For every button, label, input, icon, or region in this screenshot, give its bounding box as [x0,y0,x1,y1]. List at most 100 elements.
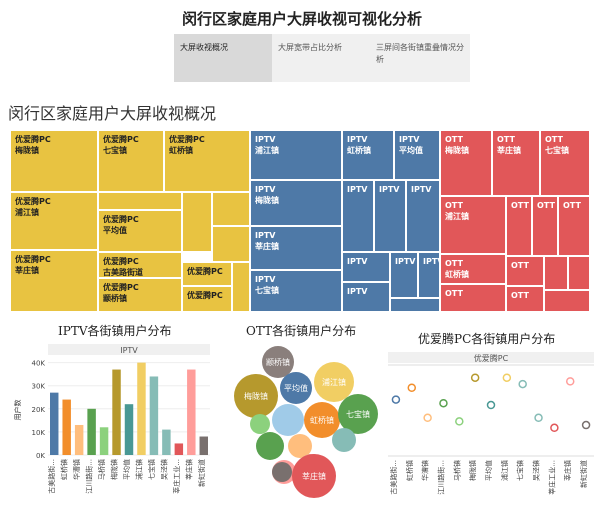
ott-bubble-chart: 颛桥镇 梅陇镇 平均值 浦江镇 虹桥镇 七宝镇 莘庄镇 [234,346,378,498]
treemap-cell[interactable]: OTT [558,196,590,256]
treemap-cell[interactable]: OTT 浦江镇 [440,196,506,254]
scatter-point[interactable] [534,413,543,423]
x-tick-label: 华漕镇 [421,460,430,481]
bar[interactable] [62,399,71,455]
treemap-cell[interactable] [544,256,568,290]
bar[interactable] [87,408,96,455]
treemap-cell[interactable] [544,290,590,312]
treemap-cell[interactable]: 优爱腾PC 古美路街道 [98,252,182,278]
bar[interactable] [149,376,159,455]
scatter-point[interactable] [455,417,464,426]
bar[interactable] [99,427,109,455]
treemap-cell[interactable]: IPTV [342,180,374,252]
treemap-cell[interactable]: IPTV [374,180,406,252]
scatter-point[interactable] [502,373,512,382]
treemap-cell[interactable]: OTT [440,284,506,312]
scatter-point[interactable] [550,423,559,433]
treemap-cell[interactable]: IPTV [390,252,418,298]
treemap-cell[interactable]: IPTV [406,180,440,252]
treemap-cell[interactable]: 优爱腾PC 平均值 [98,210,182,252]
treemap-cell[interactable]: 优爱腾PC 虹桥镇 [164,130,250,192]
scatter-point[interactable] [518,379,527,389]
bubble[interactable] [262,346,294,378]
y-tick-label: 40K [32,360,46,368]
bubble[interactable] [314,362,354,402]
treemap-title: 闵行区家庭用户大屏收视概况 [8,104,217,123]
x-tick-label: 虹桥镇 [405,460,414,481]
treemap-cell[interactable]: IPTV 七宝镇 [250,270,342,312]
treemap-cell[interactable] [212,192,250,226]
treemap-cell[interactable] [390,298,440,312]
bubble-label: 颛桥镇 [266,357,290,367]
scatter-point[interactable] [391,395,401,404]
bubble[interactable] [272,462,292,482]
treemap-cell[interactable]: 优爱腾PC 颛桥镇 [98,278,182,312]
bubble[interactable] [256,432,284,460]
bubble-label: 梅陇镇 [244,391,268,401]
page-title: 闵行区家庭用户大屏收视可视化分析 [181,10,422,28]
treemap-cell[interactable]: IPTV 莘庄镇 [250,226,342,270]
bar[interactable] [162,429,171,455]
treemap-cell[interactable]: IPTV [342,282,390,312]
treemap-cell[interactable] [182,192,212,252]
treemap-cell[interactable]: 优爱腾PC 浦江镇 [10,192,98,250]
bubble[interactable] [280,372,312,404]
treemap-cell[interactable]: OTT [506,286,544,312]
treemap-cell[interactable]: IPTV [418,252,440,298]
scatter-point[interactable] [486,400,496,410]
scatter-point[interactable] [439,398,448,408]
bubble[interactable] [304,402,340,438]
treemap-cell[interactable]: 优爱腾PC [182,286,232,312]
treemap-cell[interactable]: OTT 莘庄镇 [492,130,540,196]
treemap-cell[interactable]: OTT 虹桥镇 [440,254,506,284]
treemap-cell[interactable]: OTT [506,196,532,256]
bubble[interactable] [292,454,336,498]
bar[interactable] [124,404,134,455]
treemap-cell[interactable]: OTT 梅陇镇 [440,130,492,196]
treemap-cell[interactable]: IPTV 虹桥镇 [342,130,394,180]
treemap-cell[interactable]: IPTV 浦江镇 [250,130,342,180]
bar[interactable] [74,424,84,455]
treemap-cell[interactable] [212,226,250,262]
scatter-point[interactable] [565,377,575,386]
x-tick-label: 平均值 [122,459,131,480]
x-tick-label: 吴泾镇 [159,459,168,480]
scatter-point[interactable] [470,373,480,382]
treemap-cell[interactable] [232,262,250,312]
chart-header: IPTV [120,346,138,355]
scatter-point[interactable] [423,413,432,423]
bubble[interactable] [272,404,304,436]
treemap-cell[interactable]: OTT 七宝镇 [540,130,590,196]
bubble-label: 虹桥镇 [310,415,334,425]
treemap-cell[interactable]: OTT [506,256,544,286]
treemap-cell[interactable]: IPTV [342,252,390,282]
treemap-cell[interactable]: 优爱腾PC 莘庄镇 [10,250,98,312]
treemap-cell[interactable]: IPTV 平均值 [394,130,440,180]
bar[interactable] [112,369,121,455]
tab-broadband[interactable]: 大屏宽带占比分析 [278,43,342,52]
treemap-cell[interactable]: 优爱腾PC 七宝镇 [98,130,164,192]
x-tick-label: 平均值 [484,460,493,481]
bubble[interactable] [338,394,378,434]
tab-overview[interactable]: 大屏收视概况 [174,34,272,82]
scatter-point[interactable] [407,383,417,392]
treemap-cell[interactable]: OTT [532,196,558,256]
treemap-cell[interactable]: IPTV 梅陇镇 [250,180,342,226]
y-tick-label: 10K [32,429,46,437]
treemap-cell[interactable]: 优爱腾PC [182,262,232,286]
treemap-cell[interactable] [568,256,590,290]
bar[interactable] [187,369,196,455]
bar[interactable] [50,392,59,455]
bar[interactable] [174,443,184,455]
bar[interactable] [199,436,208,455]
scatter-point[interactable] [581,420,591,430]
iptv-chart-title: IPTV各街镇用户分布 [58,324,172,338]
bar[interactable] [137,362,146,455]
treemap-cell[interactable]: 优爱腾PC 梅陇镇 [10,130,98,192]
bubble[interactable] [234,374,278,418]
bubble[interactable] [332,428,356,452]
tab-overlap[interactable]: 三屏间各街镇重叠情况分析 [376,43,464,64]
bubble[interactable] [288,434,312,458]
bubble[interactable] [250,414,270,434]
treemap-cell[interactable] [98,192,182,210]
